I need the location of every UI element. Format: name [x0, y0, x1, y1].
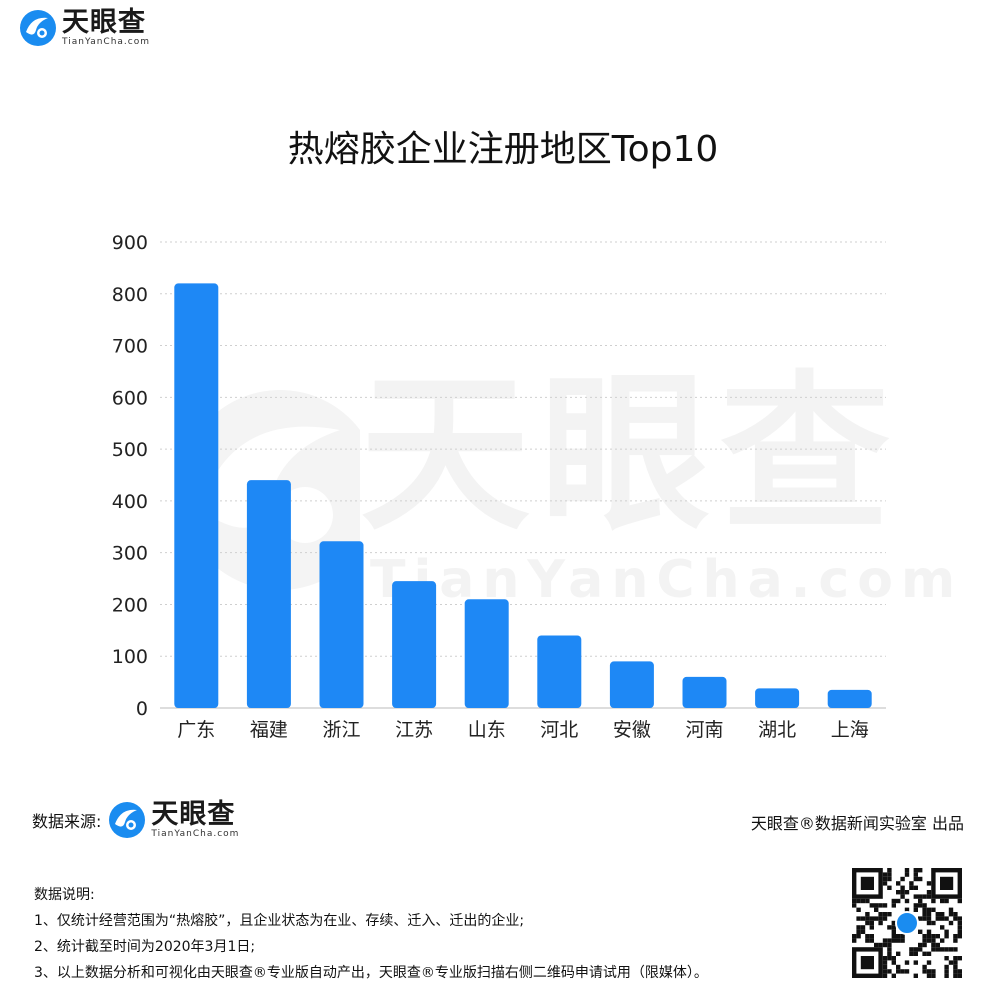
x-tick-label: 浙江 — [322, 719, 360, 741]
brand-name-en: TianYanCha.com — [151, 829, 240, 839]
x-tick-label: 山东 — [468, 719, 506, 741]
bar — [464, 599, 509, 708]
brand-logo: 天眼查 TianYanCha.com — [18, 8, 150, 48]
y-tick-label: 900 — [112, 232, 148, 254]
brand-name-en: TianYanCha.com — [62, 37, 151, 47]
bar — [682, 676, 727, 708]
x-tick-label: 上海 — [831, 719, 869, 741]
x-tick-label: 湖北 — [758, 719, 796, 741]
brand-name-cn: 天眼查 — [151, 799, 236, 830]
x-tick-label: 江苏 — [395, 719, 433, 741]
x-tick-label: 河南 — [685, 719, 723, 741]
data-notes: 数据说明: 1、仅统计经营范围为“热熔胶”，且企业状态为在业、存续、迁入、迁出的… — [34, 882, 708, 986]
bar — [392, 581, 437, 708]
brand-name-cn: 天眼查 — [62, 7, 146, 38]
y-tick-label: 300 — [112, 543, 148, 565]
chart-title: 热熔胶企业注册地区Top10 — [287, 129, 719, 170]
data-source: 数据来源: 天眼查 TianYanCha.com — [32, 800, 239, 840]
bar — [755, 688, 800, 708]
y-tick-label: 0 — [136, 698, 148, 720]
y-tick-label: 700 — [112, 336, 148, 358]
x-tick-label: 福建 — [250, 719, 288, 741]
bar — [537, 635, 582, 708]
x-tick-label: 安徽 — [613, 719, 651, 741]
y-tick-label: 200 — [112, 594, 148, 616]
bar — [827, 689, 872, 708]
bar-chart: 0 100 200 300 400 500 600 700 800 900 广东 福建 浙江 江苏 山东 河北… — [112, 232, 886, 741]
bar — [609, 661, 654, 708]
notes-item: 3、以上数据分析和可视化由天眼查®专业版自动产出，天眼查®专业版扫描右侧二维码申… — [34, 965, 708, 981]
qr-logo-icon — [895, 911, 919, 935]
tianyancha-logo-icon — [20, 10, 56, 46]
bar — [319, 541, 364, 708]
x-tick-label: 河北 — [540, 719, 578, 741]
y-tick-label: 500 — [112, 439, 148, 461]
source-logo: 天眼查 TianYanCha.com — [107, 800, 239, 840]
bar — [174, 283, 219, 708]
notes-item: 2、统计截至时间为2020年3月1日; — [34, 939, 256, 955]
y-tick-label: 100 — [112, 646, 148, 668]
y-tick-label: 600 — [112, 387, 148, 409]
y-tick-label: 400 — [112, 491, 148, 513]
bar — [246, 480, 291, 708]
y-tick-label: 800 — [112, 284, 148, 306]
notes-title: 数据说明: — [34, 887, 95, 903]
notes-item: 1、仅统计经营范围为“热熔胶”，且企业状态为在业、存续、迁入、迁出的企业; — [34, 913, 525, 929]
source-label: 数据来源: — [32, 812, 102, 831]
tianyancha-logo-icon — [109, 802, 146, 838]
qr-code[interactable] — [852, 868, 962, 978]
credit-text: 天眼查®数据新闻实验室 出品 — [750, 814, 964, 833]
x-tick-label: 广东 — [177, 719, 215, 741]
